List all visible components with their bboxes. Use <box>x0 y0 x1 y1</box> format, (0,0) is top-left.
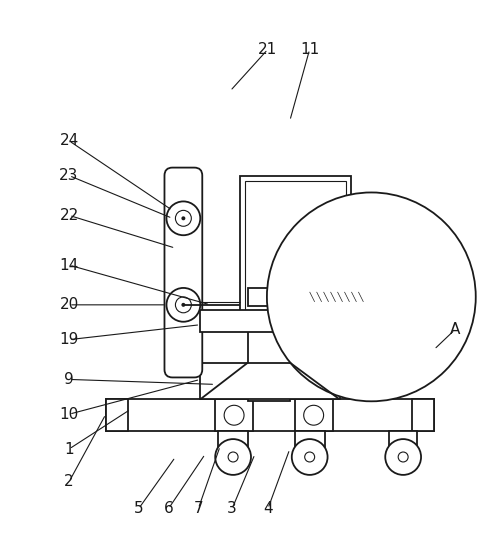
Text: 1: 1 <box>64 441 74 457</box>
Text: 6: 6 <box>163 501 173 516</box>
Text: 22: 22 <box>59 208 79 223</box>
Text: 20: 20 <box>59 298 79 312</box>
Text: 21: 21 <box>258 42 277 57</box>
Text: 9: 9 <box>64 372 74 387</box>
Bar <box>294 399 332 431</box>
Text: 3: 3 <box>227 501 236 516</box>
Circle shape <box>389 288 407 306</box>
Text: 23: 23 <box>59 168 79 183</box>
Circle shape <box>267 192 475 401</box>
Circle shape <box>291 439 327 475</box>
Circle shape <box>303 406 323 425</box>
Text: 10: 10 <box>59 407 79 422</box>
Bar <box>294 431 324 447</box>
Circle shape <box>181 303 185 307</box>
Bar <box>247 310 289 401</box>
Circle shape <box>227 452 237 462</box>
Bar <box>247 288 342 306</box>
Bar <box>200 363 339 399</box>
Circle shape <box>166 202 200 235</box>
Bar <box>106 399 127 431</box>
Text: 19: 19 <box>59 332 79 347</box>
Circle shape <box>397 452 407 462</box>
FancyBboxPatch shape <box>164 168 202 377</box>
Circle shape <box>181 217 185 220</box>
Text: 4: 4 <box>263 501 272 516</box>
Bar <box>215 399 253 431</box>
Circle shape <box>304 452 314 462</box>
Bar <box>388 431 416 447</box>
Text: 7: 7 <box>193 501 203 516</box>
Circle shape <box>175 297 191 313</box>
Text: 14: 14 <box>59 257 79 273</box>
Circle shape <box>175 210 191 226</box>
Bar <box>349 290 388 304</box>
Bar <box>106 399 433 431</box>
Text: 24: 24 <box>59 133 79 148</box>
Text: 5: 5 <box>134 501 143 516</box>
Circle shape <box>166 288 200 322</box>
Bar <box>200 310 351 332</box>
Text: 11: 11 <box>300 42 319 57</box>
Bar <box>244 181 346 310</box>
Text: A: A <box>449 322 459 337</box>
Circle shape <box>224 406 243 425</box>
Bar <box>279 292 334 302</box>
Bar <box>411 399 433 431</box>
Bar <box>218 431 247 447</box>
Text: 2: 2 <box>64 474 74 489</box>
Circle shape <box>384 439 420 475</box>
Circle shape <box>215 439 250 475</box>
Bar <box>239 176 351 315</box>
